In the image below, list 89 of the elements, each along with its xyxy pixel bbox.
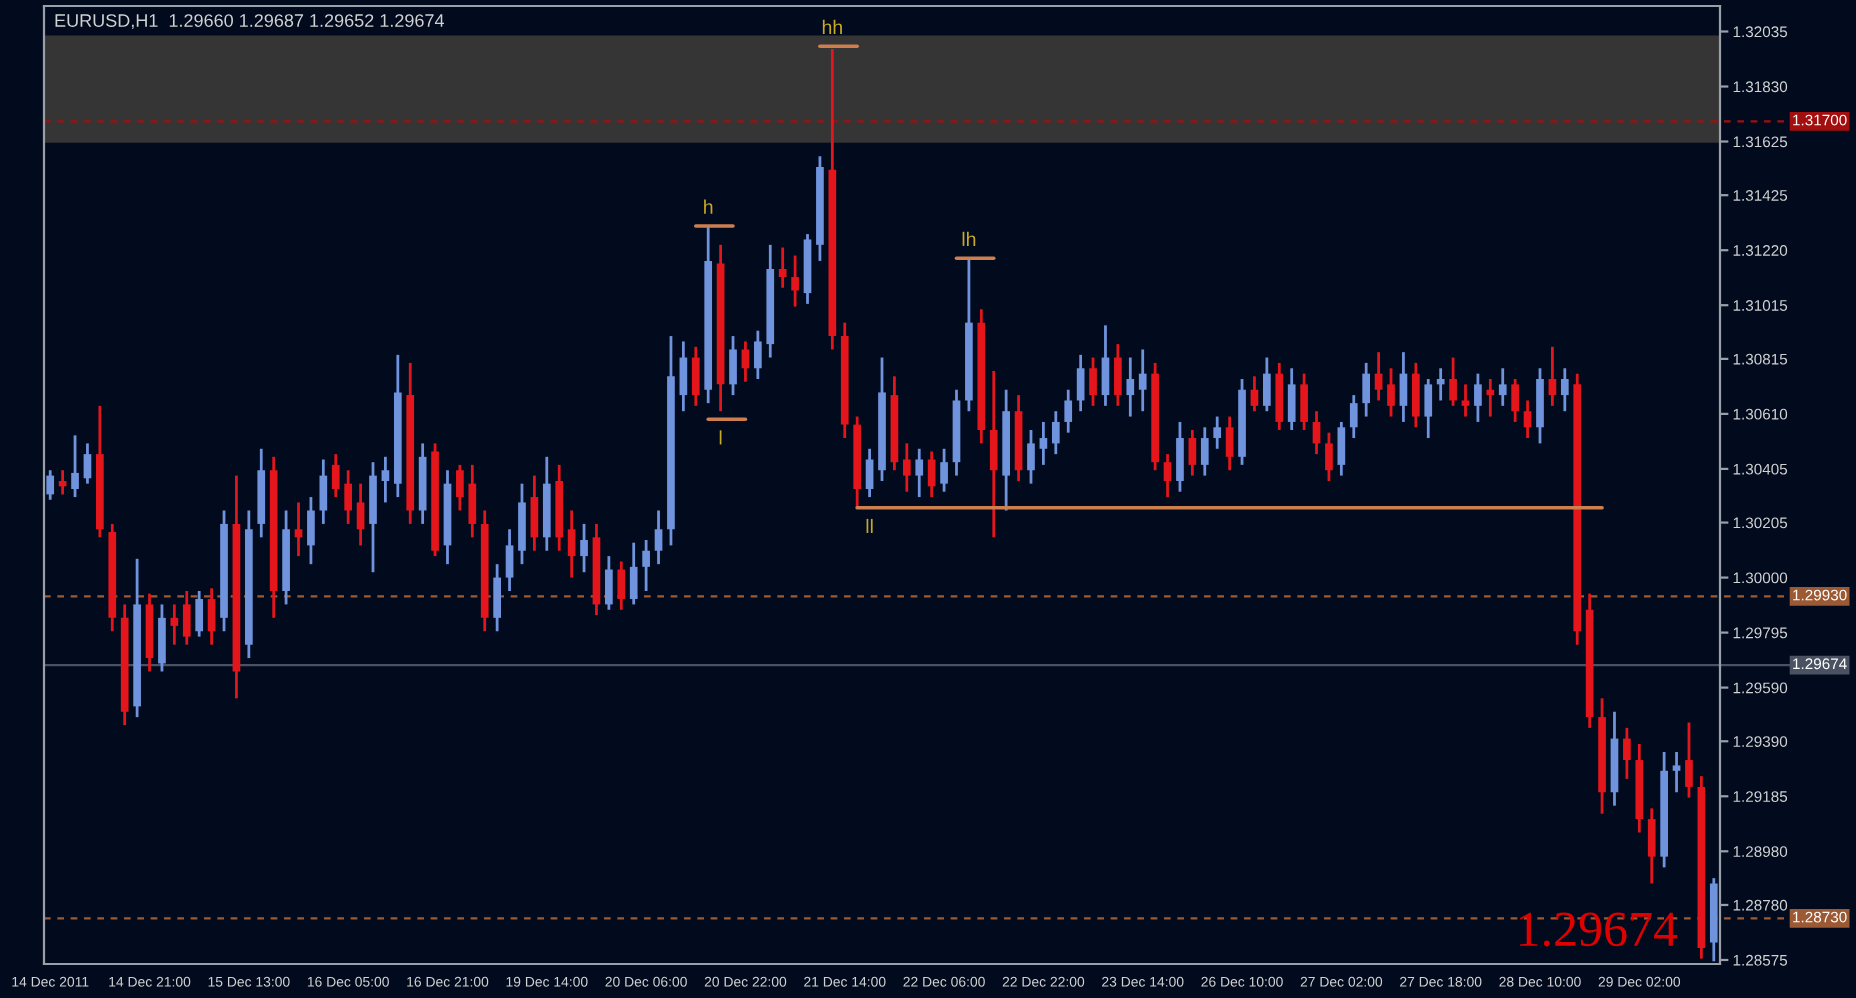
candlestick [1176,420,1184,494]
candlestick [1101,323,1110,408]
series-label: lh [962,231,976,246]
candlestick [207,586,216,647]
series-label: hh [822,19,842,34]
candlestick [1039,420,1048,467]
candlestick [1685,721,1693,800]
candlestick [1560,366,1569,413]
candlestick [927,450,936,499]
candlestick [158,603,166,673]
candlestick [1064,388,1073,435]
candlestick [1287,366,1296,432]
candlestick [1349,393,1358,440]
candlestick [1374,350,1383,402]
candlestick [505,527,514,593]
candlestick [1213,415,1222,451]
candlestick [741,340,750,384]
candlestick [791,254,799,308]
candlestick [1250,374,1259,413]
candlestick [1200,425,1209,477]
candlestick [46,468,55,502]
candlestick [1362,361,1371,418]
candlestick [493,562,501,633]
candlestick [319,458,328,526]
candlestick [605,554,613,612]
candlestick [170,603,179,647]
candlestick [1387,366,1395,418]
candlestick [331,452,340,499]
candlestick [629,541,638,606]
candlestick [468,463,477,539]
candlestick [617,560,626,612]
candlestick [580,522,588,574]
candlestick [1300,372,1308,432]
candlestick [1114,342,1122,408]
candlestick [1089,356,1097,408]
chart-title: EURUSD,H1 1.29660 1.29687 1.29652 1.29674 [55,14,445,30]
candlestick [1647,806,1656,885]
candlestick [729,334,737,397]
candlestick [1325,431,1333,483]
candlestick [344,468,353,526]
candlestick [1163,452,1172,499]
candlestick [691,345,700,408]
candlestick [1511,377,1519,424]
candlestick [1263,356,1271,413]
candlestick [754,329,762,381]
candlestick [1027,428,1035,486]
candlestick [1051,409,1060,456]
series-label: l [719,430,722,445]
candlestick [1188,428,1197,477]
candlestick [940,447,948,494]
candlestick [1474,372,1482,424]
candlestick [1126,356,1135,418]
candlestick [294,501,303,558]
candlestick [530,474,539,553]
candlestick [182,589,191,647]
candlestick [778,246,787,290]
candlestick [1523,399,1532,440]
annotation: 1.29674 [1520,912,1678,947]
candlestick [1337,420,1346,477]
candlestick [1623,726,1631,781]
candlestick [381,455,390,504]
candlestick [1498,366,1507,408]
candlestick [1449,356,1457,408]
candlestick [915,447,924,499]
candlestick [642,538,650,593]
candlestick [1461,382,1470,418]
series-label: ll [866,518,873,534]
candlestick [83,442,92,486]
candlestick [1424,377,1433,440]
candlestick [989,369,998,539]
candlestick [1399,350,1408,424]
candlestick [1225,415,1234,472]
series-label: h [704,199,713,214]
candlestick [654,509,663,566]
candlestick [307,495,315,566]
candlestick [1548,345,1557,408]
candlestick [356,482,365,547]
candlestick [1138,348,1147,413]
candlestick [567,509,576,579]
candlestick [195,589,204,639]
candlestick [456,463,464,512]
candlestick [679,340,688,413]
candlestick [1486,377,1495,418]
candlestick [902,442,911,494]
candlestick [1672,750,1681,794]
candlestick [1076,353,1085,413]
candlestick [1411,361,1420,429]
candlestick [1436,366,1445,402]
candlestick [71,433,79,499]
